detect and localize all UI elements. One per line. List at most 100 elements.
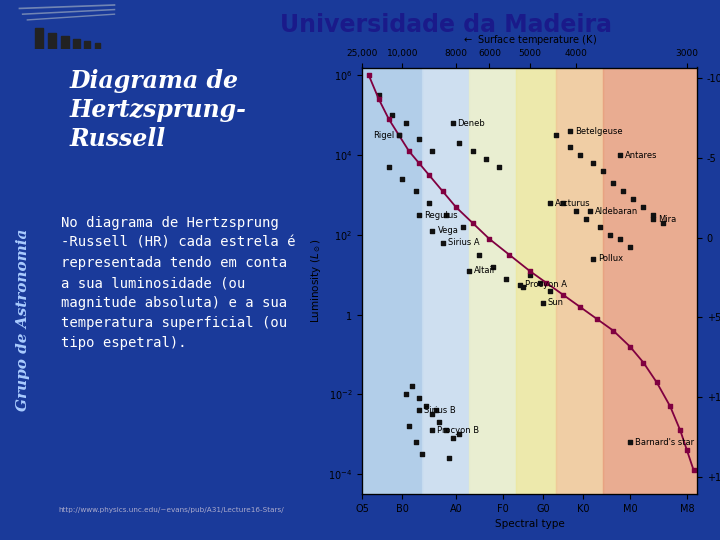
Point: [524, 271, 536, 279]
Point: [427, 410, 438, 418]
Point: [407, 382, 418, 391]
Point: [447, 119, 459, 127]
Point: [437, 187, 449, 195]
Point: [500, 274, 512, 283]
Text: Arcturus: Arcturus: [554, 199, 590, 207]
Point: [397, 175, 408, 184]
Text: Procyon B: Procyon B: [438, 426, 480, 435]
Point: [624, 342, 636, 351]
Point: [564, 143, 575, 152]
Point: [614, 234, 626, 243]
Point: [504, 251, 516, 259]
Text: Barnard's star: Barnard's star: [635, 438, 694, 447]
Point: [524, 267, 536, 275]
Point: [393, 131, 405, 140]
Point: [658, 219, 670, 227]
Point: [413, 135, 425, 144]
Point: [681, 446, 693, 455]
Point: [557, 199, 569, 207]
Point: [541, 279, 552, 287]
Point: [417, 450, 428, 458]
Text: Antares: Antares: [625, 151, 657, 160]
Point: [590, 314, 602, 323]
Text: No diagrama de Hertzsprung
-Russell (HR) cada estrela é
representada tendo em co: No diagrama de Hertzsprung -Russell (HR)…: [61, 216, 295, 350]
Point: [413, 211, 425, 219]
Point: [427, 147, 438, 156]
Text: Altair: Altair: [474, 266, 497, 275]
Point: [437, 239, 449, 247]
Point: [618, 187, 629, 195]
Point: [474, 251, 485, 259]
Point: [608, 326, 619, 335]
Text: Deneb: Deneb: [458, 119, 485, 128]
Point: [574, 302, 585, 311]
Point: [410, 187, 421, 195]
Point: [638, 358, 649, 367]
Text: Diagrama de
Hertzsprung-
Russell: Diagrama de Hertzsprung- Russell: [70, 69, 247, 151]
Point: [363, 71, 374, 80]
Bar: [60, 36, 68, 49]
Bar: [469, 68, 516, 494]
Point: [484, 234, 495, 243]
Text: Grupo de Astronomia: Grupo de Astronomia: [17, 228, 30, 411]
Text: Universidade da Madeira: Universidade da Madeira: [280, 13, 613, 37]
Bar: [73, 39, 80, 49]
Point: [648, 215, 660, 224]
Point: [574, 151, 585, 159]
Bar: [96, 43, 100, 49]
Point: [514, 280, 526, 289]
Point: [551, 131, 562, 140]
X-axis label: Spectral type: Spectral type: [495, 519, 564, 529]
Point: [413, 394, 425, 403]
Point: [564, 127, 575, 136]
Point: [450, 202, 462, 211]
Point: [440, 211, 451, 219]
Point: [624, 438, 636, 447]
Bar: [362, 68, 423, 494]
Point: [373, 91, 384, 100]
Bar: [603, 68, 697, 494]
Point: [433, 418, 445, 427]
Point: [588, 254, 599, 263]
Point: [594, 222, 606, 231]
Text: Sirius B: Sirius B: [424, 406, 456, 415]
Bar: [48, 32, 56, 49]
Point: [400, 390, 411, 399]
Point: [665, 402, 676, 411]
Point: [581, 215, 593, 224]
Text: Aldebaran: Aldebaran: [595, 206, 638, 215]
Bar: [516, 68, 557, 494]
Point: [651, 378, 662, 387]
Point: [423, 171, 435, 179]
Bar: [84, 41, 90, 49]
Point: [373, 95, 384, 104]
Bar: [35, 28, 43, 49]
Point: [584, 207, 595, 215]
Point: [598, 167, 609, 176]
Point: [383, 163, 395, 172]
Point: [467, 147, 478, 156]
Point: [444, 454, 455, 463]
Point: [624, 242, 636, 251]
Point: [427, 227, 438, 235]
Point: [393, 131, 405, 140]
Point: [403, 147, 415, 156]
Point: [457, 222, 469, 231]
Text: Vega: Vega: [438, 226, 459, 235]
Point: [688, 466, 699, 475]
Text: Procyon A: Procyon A: [525, 280, 567, 289]
Point: [454, 430, 465, 438]
Point: [427, 426, 438, 435]
Point: [614, 151, 626, 159]
Point: [480, 155, 492, 164]
Point: [454, 139, 465, 147]
Point: [420, 402, 431, 411]
Bar: [423, 68, 469, 494]
Point: [487, 262, 498, 271]
Point: [608, 179, 619, 187]
Point: [517, 282, 528, 291]
X-axis label: $\leftarrow$ Surface temperature (K): $\leftarrow$ Surface temperature (K): [462, 33, 597, 47]
Point: [534, 279, 545, 287]
Point: [544, 286, 555, 295]
Point: [387, 111, 398, 120]
